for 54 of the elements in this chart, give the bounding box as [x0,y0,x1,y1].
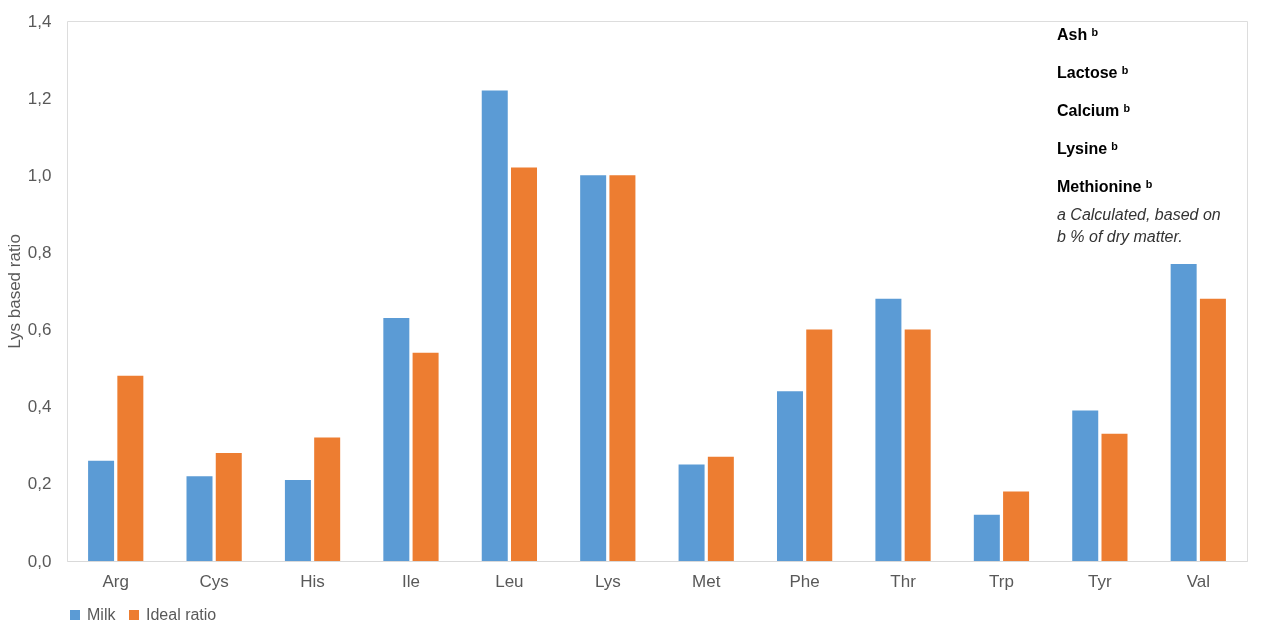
annotation: Methionine ᵇ [1057,178,1153,195]
x-tick-label: Lys [594,571,621,591]
bar [1101,433,1128,561]
y-tick-label: 0,2 [27,474,52,494]
bar [776,391,803,561]
annotation: a Calculated, based on [1057,206,1221,223]
x-tick-label: Met [692,571,721,591]
bar [609,175,636,561]
x-tick-label: Val [1186,571,1210,591]
y-tick-label: 0,8 [27,242,52,262]
x-tick-label: Tyr [1088,571,1113,591]
bar [186,476,213,561]
annotation: b % of dry matter. [1057,228,1183,245]
bar [88,460,115,561]
annotation: Ash ᵇ [1057,26,1098,43]
y-tick-label: 0,4 [27,397,52,417]
bar [875,298,902,561]
bar [904,329,931,561]
x-tick-label: Leu [495,571,524,591]
bar [481,90,508,561]
x-tick-label: His [300,571,325,591]
legend-label: Milk [87,606,117,623]
bar [1072,410,1099,561]
x-tick-label: Trp [989,571,1014,591]
x-tick-label: Ile [401,571,420,591]
y-tick-label: 1,2 [27,88,52,108]
bar [1170,264,1197,561]
bar [580,175,607,561]
bar [678,464,705,561]
bar [412,352,439,561]
bar [117,375,144,561]
annotation: Lysine ᵇ [1057,140,1118,157]
annotation: Lactose ᵇ [1057,64,1129,81]
bar [383,318,410,561]
bar [314,437,341,561]
bar [973,514,1000,561]
y-axis-title: Lys based ratio [4,234,24,349]
x-tick-label: Cys [199,571,229,591]
y-tick-label: 1,0 [27,165,52,185]
legend-label: Ideal ratio [146,606,217,623]
bar [1003,491,1030,561]
x-tick-label: Phe [789,571,820,591]
bar [215,453,242,561]
annotation: Calcium ᵇ [1057,102,1130,119]
y-tick-label: 1,4 [27,11,52,31]
bar [707,456,734,561]
x-tick-label: Thr [890,571,917,591]
bar [284,480,311,561]
bar [511,167,538,561]
y-tick-label: 0,0 [27,551,52,571]
bar [806,329,833,561]
x-tick-label: Arg [102,571,129,591]
bar [1199,298,1226,561]
y-tick-label: 0,6 [27,320,52,340]
